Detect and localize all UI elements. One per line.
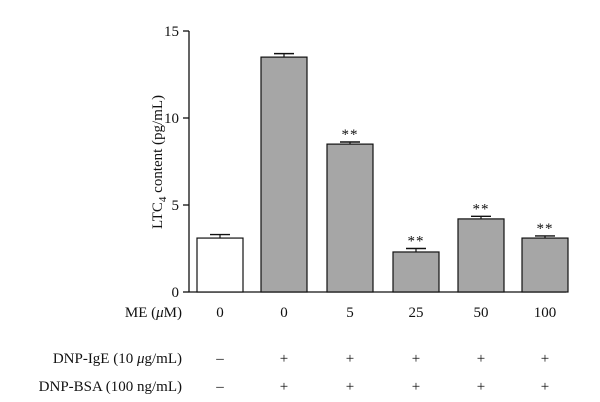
condition-1-value-0: – xyxy=(215,351,224,367)
significance-marker-2: ** xyxy=(342,127,359,143)
condition-label-2-text: DNP-BSA (100 ng/mL) xyxy=(39,379,182,395)
significance-marker-3: ** xyxy=(408,234,425,250)
bar-4 xyxy=(457,218,505,293)
y-tick-label-5: 5 xyxy=(172,198,180,214)
y-tick-label-15: 15 xyxy=(164,24,179,40)
condition-1-value-2: + xyxy=(346,351,354,367)
condition-0-value-0: 0 xyxy=(216,305,224,321)
condition-0-value-2: 5 xyxy=(346,305,354,321)
condition-label-0-mu: μ xyxy=(155,305,164,321)
condition-1-value-3: + xyxy=(412,351,420,367)
condition-0-value-4: 50 xyxy=(474,305,489,321)
condition-label-0: ME (μM) xyxy=(125,305,182,321)
y-axis-label-subscript: 4 xyxy=(157,196,169,202)
y-tick-label-10: 10 xyxy=(164,111,179,127)
condition-2-value-5: + xyxy=(541,379,549,395)
condition-label-1-unit: g/mL) xyxy=(145,351,183,367)
bar-0 xyxy=(196,237,244,293)
bar-5 xyxy=(521,237,569,293)
bar-1 xyxy=(260,56,308,293)
condition-1-value-1: + xyxy=(280,351,288,367)
y-axis-label-suffix: content (pg/mL) xyxy=(150,95,166,197)
condition-label-1: DNP-IgE (10 μg/mL) xyxy=(53,351,182,367)
condition-2-value-3: + xyxy=(412,379,420,395)
condition-0-value-5: 100 xyxy=(534,305,557,321)
svg-text:LTC4 content (pg/mL): LTC4 content (pg/mL) xyxy=(150,95,169,229)
bar-2 xyxy=(326,143,374,293)
y-axis-label-main: LTC xyxy=(150,202,166,229)
bar-3 xyxy=(392,251,440,293)
condition-2-value-0: – xyxy=(215,379,224,395)
condition-0-value-1: 0 xyxy=(280,305,288,321)
condition-2-value-1: + xyxy=(280,379,288,395)
condition-0-value-3: 25 xyxy=(409,305,424,321)
condition-label-0-unit: M) xyxy=(164,305,182,321)
condition-1-value-4: + xyxy=(477,351,485,367)
condition-label-1-text: DNP-IgE (10 xyxy=(53,351,137,367)
condition-2-value-4: + xyxy=(477,379,485,395)
y-axis-label: LTC4 content (pg/mL) xyxy=(150,95,169,229)
significance-marker-5: ** xyxy=(537,221,554,237)
condition-1-value-5: + xyxy=(541,351,549,367)
y-tick-label-0: 0 xyxy=(172,285,180,301)
plot-area: 0 5 10 15 ** ** ** ** xyxy=(164,24,569,301)
condition-2-value-2: + xyxy=(346,379,354,395)
condition-label-0-text: ME ( xyxy=(125,305,156,321)
condition-label-1-mu: μ xyxy=(136,351,145,367)
condition-label-2: DNP-BSA (100 ng/mL) xyxy=(39,379,182,395)
significance-marker-4: ** xyxy=(473,201,490,217)
